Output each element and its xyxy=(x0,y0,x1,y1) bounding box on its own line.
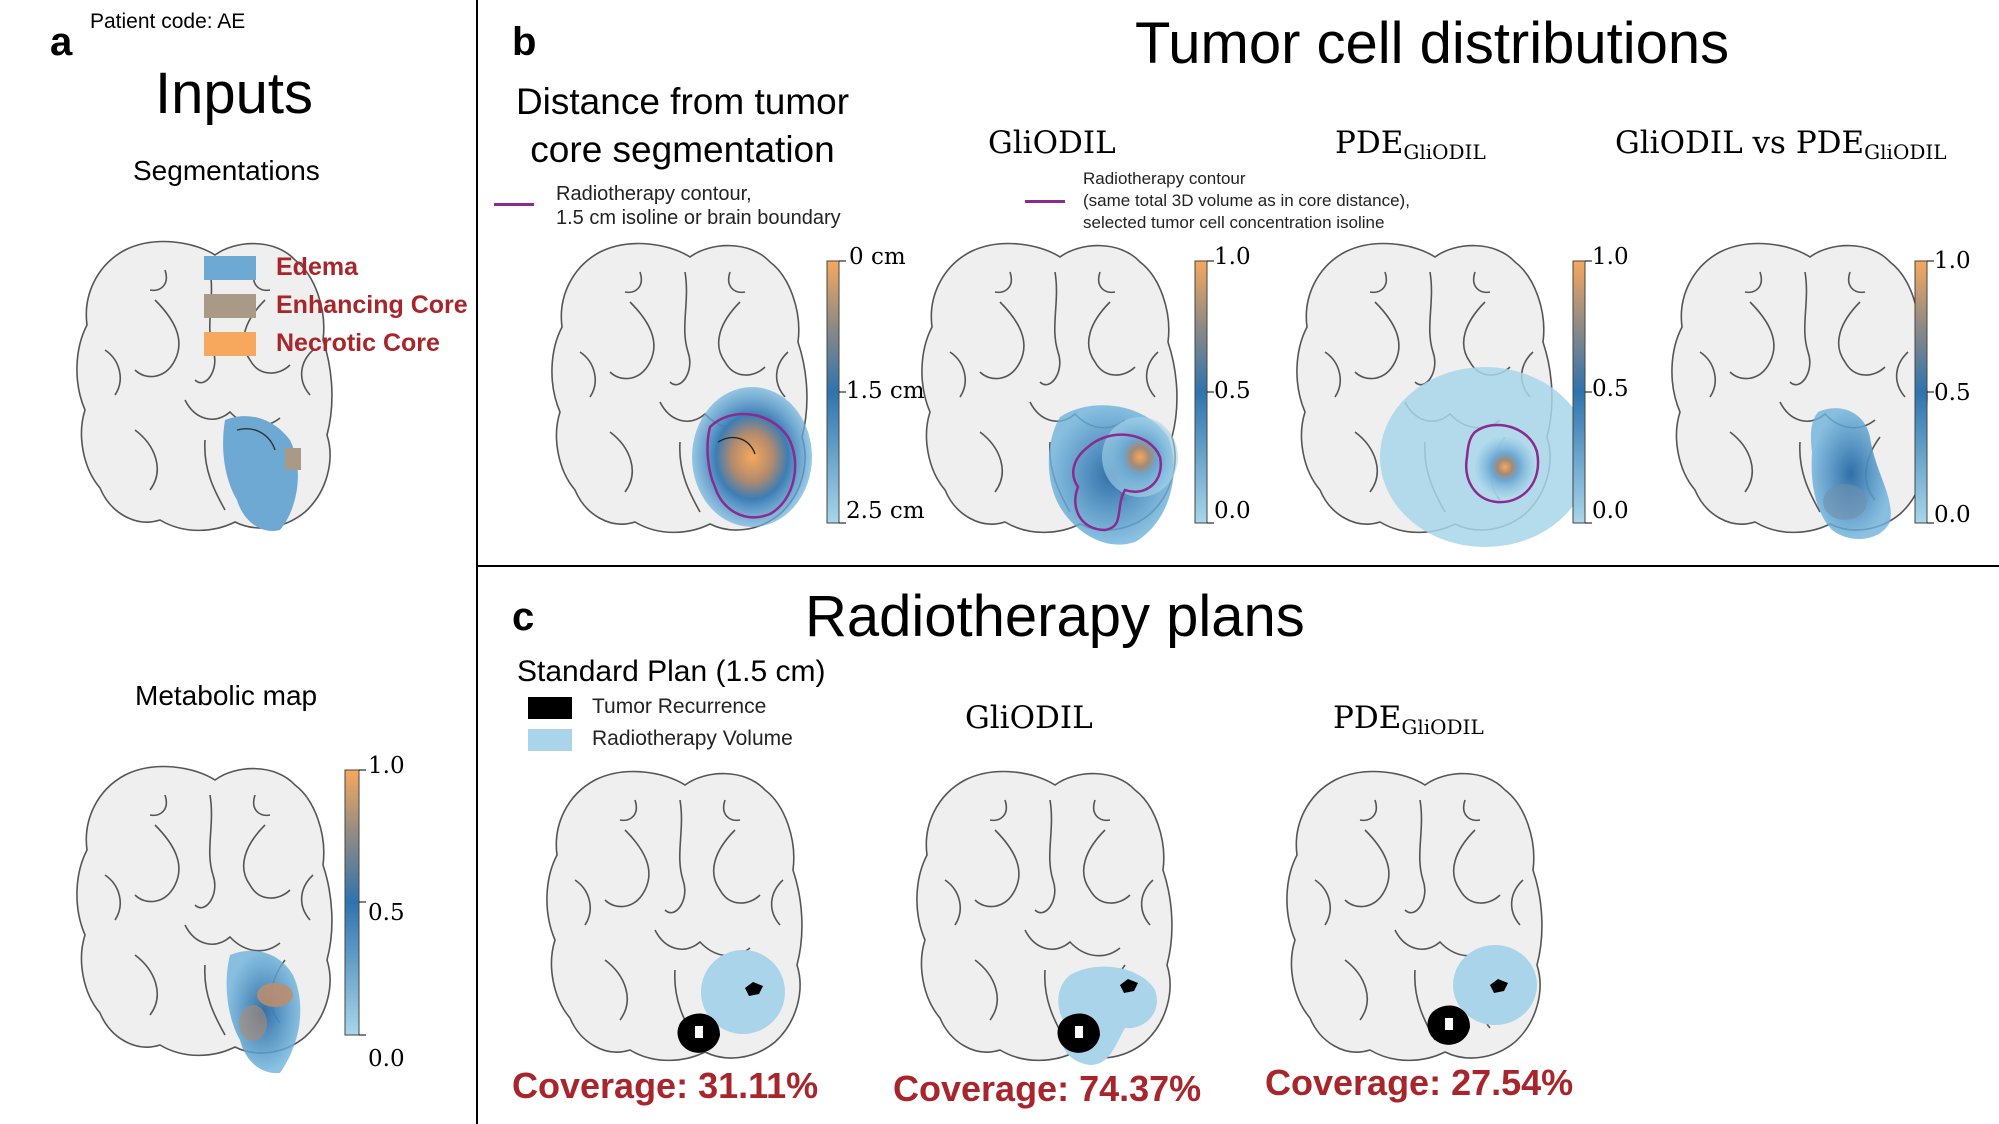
vertical-divider xyxy=(476,0,478,1124)
metabolic-colorbar xyxy=(344,769,366,1036)
distance-tick-bottom: 2.5 cm xyxy=(846,498,925,524)
plan-pde-title: PDEGliODIL xyxy=(1333,700,1484,739)
necrotic-core-label: Necrotic Core xyxy=(276,329,440,357)
panel-a-title: Inputs xyxy=(155,61,313,126)
legend2-line1: Radiotherapy contour xyxy=(1083,169,1246,188)
distance-tick-mid: 1.5 cm xyxy=(846,378,925,404)
necrotic-core-swatch xyxy=(204,332,256,356)
metabolic-tick-mid: 0.5 xyxy=(368,900,405,926)
distance-tick-top: 0 cm xyxy=(849,244,906,270)
gliodil-tick-bottom: 0.0 xyxy=(1214,498,1251,524)
metabolic-tick-bottom: 0.0 xyxy=(368,1046,405,1072)
edema-swatch xyxy=(204,256,256,280)
pde-colorbar xyxy=(1572,260,1592,524)
metabolic-label: Metabolic map xyxy=(135,680,318,711)
gliodil-tick-top: 1.0 xyxy=(1214,244,1251,270)
panel-b-title: Tumor cell distributions xyxy=(1135,11,1730,76)
standard-plan-coverage: Coverage: 31.11% xyxy=(512,1065,819,1106)
gliodil-vs-pde-colorbar xyxy=(1914,260,1934,524)
metabolic-map xyxy=(76,765,333,1074)
standard-plan-map xyxy=(546,770,803,1062)
metabolic-tick-top: 1.0 xyxy=(368,753,405,779)
gliodil-colorbar xyxy=(1194,260,1214,524)
legend1-line1: Radiotherapy contour, xyxy=(556,183,752,205)
pde-tick-bottom: 0.0 xyxy=(1592,498,1629,524)
legend1-line2: 1.5 cm isoline or brain boundary xyxy=(556,207,841,229)
legend2-line xyxy=(1025,200,1065,203)
vs-tick-bottom: 0.0 xyxy=(1934,502,1971,528)
panel-a-letter: a xyxy=(50,20,73,64)
pde-map xyxy=(1296,242,1575,547)
distance-map xyxy=(551,242,812,534)
legend1-line xyxy=(494,203,534,206)
vs-tick-top: 1.0 xyxy=(1934,248,1971,274)
gliodil-vs-pde-map xyxy=(1671,242,1928,540)
gliodil-tick-mid: 0.5 xyxy=(1214,378,1251,404)
panel-b-letter: b xyxy=(512,20,537,64)
distance-colorbar xyxy=(826,260,846,524)
tumor-recurrence-swatch xyxy=(528,697,572,719)
distance-title: Distance from tumor core segmentation xyxy=(515,81,850,170)
radiotherapy-volume-swatch xyxy=(528,729,572,751)
tumor-recurrence-label: Tumor Recurrence xyxy=(592,695,767,718)
pde-title: PDEGliODIL xyxy=(1335,125,1486,164)
segmentation-map xyxy=(76,240,333,532)
gliodil-plan-coverage: Coverage: 74.37% xyxy=(893,1068,1202,1109)
standard-plan-title: Standard Plan (1.5 cm) xyxy=(517,655,826,688)
enhancing-core-swatch xyxy=(204,294,256,318)
gliodil-plan-map xyxy=(916,770,1173,1065)
gliodil-map xyxy=(921,242,1178,545)
plan-gliodil-title: GliODIL xyxy=(965,700,1093,736)
pde-plan-coverage: Coverage: 27.54% xyxy=(1265,1062,1574,1103)
pde-tick-top: 1.0 xyxy=(1592,244,1629,270)
segmentations-label: Segmentations xyxy=(133,155,320,186)
pde-plan-map xyxy=(1286,770,1543,1062)
panel-c-letter: c xyxy=(512,595,535,639)
enhancing-core-label: Enhancing Core xyxy=(276,291,468,319)
radiotherapy-volume-label: Radiotherapy Volume xyxy=(592,727,793,750)
edema-label: Edema xyxy=(276,253,358,281)
legend2-line2: (same total 3D volume as in core distanc… xyxy=(1083,191,1410,210)
gliodil-vs-pde-title: GliODIL vs PDEGliODIL xyxy=(1615,125,1947,164)
legend2-line3: selected tumor cell concentration isolin… xyxy=(1083,213,1385,232)
gliodil-title: GliODIL xyxy=(988,125,1116,161)
patient-code: Patient code: AE xyxy=(90,10,246,33)
horizontal-divider xyxy=(476,565,1999,567)
panel-c-title: Radiotherapy plans xyxy=(805,584,1305,649)
pde-tick-mid: 0.5 xyxy=(1592,376,1629,402)
vs-tick-mid: 0.5 xyxy=(1934,380,1971,406)
